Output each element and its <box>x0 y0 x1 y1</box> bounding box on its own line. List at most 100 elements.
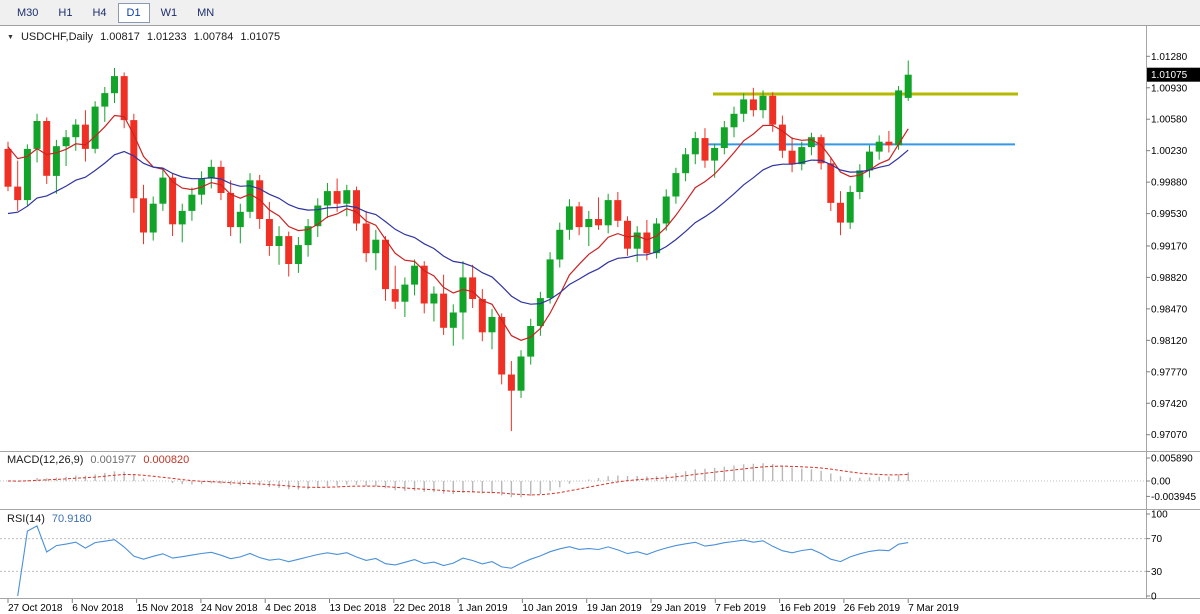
rsi-tick-label: 0 <box>1151 592 1157 603</box>
candle-body <box>323 191 331 206</box>
rsi-tick-label: 30 <box>1151 567 1163 578</box>
candle-body <box>517 356 525 391</box>
candle-body <box>120 76 128 121</box>
price-tick-label: 0.97070 <box>1151 430 1188 441</box>
candle-body <box>372 239 380 254</box>
candle-body <box>585 219 593 228</box>
candle-body <box>846 192 854 223</box>
timeframe-button-w1[interactable]: W1 <box>160 6 178 19</box>
price-tick-label: 1.00580 <box>1151 115 1188 126</box>
candle-body <box>856 170 864 192</box>
time-axis-label: 26 Feb 2019 <box>844 603 901 614</box>
rsi-value: 70.9180 <box>51 513 92 525</box>
rsi-line <box>17 525 909 597</box>
time-axis-label: 7 Mar 2019 <box>908 603 959 614</box>
price-tick-label: 0.97420 <box>1151 399 1188 410</box>
ohlc-high: 1.01233 <box>146 31 187 43</box>
candle-body <box>730 113 738 128</box>
candle-body <box>43 121 51 176</box>
candle-body <box>459 277 467 313</box>
candle-body <box>62 137 70 147</box>
candle-body <box>885 141 893 146</box>
time-axis-label: 4 Dec 2018 <box>265 603 317 614</box>
candle-body <box>72 124 80 138</box>
rsi-label: RSI(14) <box>7 513 45 525</box>
candle-body <box>904 74 912 98</box>
candle-body <box>149 203 157 233</box>
candle-body <box>227 192 235 228</box>
candle-body <box>159 177 167 204</box>
price-axis[interactable] <box>1147 26 1200 598</box>
candle-body <box>527 326 535 357</box>
macd-label: MACD(12,26,9) <box>7 454 84 466</box>
candle-body <box>391 289 399 302</box>
candle-body <box>837 202 844 223</box>
candle-body <box>33 121 41 149</box>
ohlc-open: 1.00817 <box>100 31 140 43</box>
candle-body <box>285 236 293 264</box>
candle-body <box>624 220 631 249</box>
candle-body <box>4 148 12 187</box>
price-tick-label: 0.99530 <box>1151 209 1188 220</box>
candle-body <box>595 219 602 226</box>
candle-body <box>294 245 302 264</box>
candle-body <box>304 226 312 246</box>
timeframe-button-m30[interactable]: M30 <box>17 6 39 19</box>
candle-body <box>778 124 786 151</box>
candle-body <box>643 232 651 254</box>
rsi-indicator-header: RSI(14) 70.9180 <box>7 513 92 525</box>
ma-slow-line <box>7 149 909 305</box>
candle-body <box>333 191 341 204</box>
candle-body <box>691 138 699 155</box>
chart-menu-icon[interactable]: ▼ <box>7 33 14 41</box>
candle-body <box>759 95 767 111</box>
time-axis[interactable] <box>0 599 1146 614</box>
time-axis-label: 22 Dec 2018 <box>394 603 451 614</box>
time-axis-label: 27 Oct 2018 <box>8 603 63 614</box>
candle-body <box>362 223 370 254</box>
timeframe-button-mn[interactable]: MN <box>197 6 215 19</box>
rsi-tick-label: 100 <box>1151 510 1168 521</box>
price-tick-label: 0.98470 <box>1151 304 1188 315</box>
candle-body <box>14 186 22 201</box>
candle-body <box>740 99 748 114</box>
time-axis-label: 6 Nov 2018 <box>72 603 124 614</box>
candle-body <box>807 137 815 148</box>
timeframe-button-h4[interactable]: H4 <box>92 6 107 19</box>
candle-body <box>111 76 118 94</box>
timeframe-button-h1[interactable]: H1 <box>58 6 73 19</box>
candle-body <box>875 141 883 152</box>
candle-body <box>430 293 438 304</box>
timeframe-toolbar: M30 H1 H4 D1 W1 MN <box>0 0 1200 26</box>
candle-body <box>217 166 225 193</box>
candle-body <box>382 239 389 290</box>
candle-body <box>827 163 835 203</box>
timeframe-button-d1[interactable]: D1 <box>117 2 150 23</box>
time-axis-label: 16 Feb 2019 <box>780 603 837 614</box>
ohlc-low: 1.00784 <box>193 31 234 43</box>
macd-tick-label: 0.005890 <box>1151 454 1193 465</box>
candle-body <box>720 127 728 148</box>
candle-body <box>895 90 903 146</box>
price-tick-label: 0.97770 <box>1151 367 1188 378</box>
price-tick-label: 0.98120 <box>1151 336 1188 347</box>
candle-body <box>556 229 564 260</box>
time-axis-label: 10 Jan 2019 <box>522 603 577 614</box>
candle-body <box>130 120 138 199</box>
price-tick-label: 1.00930 <box>1151 83 1188 94</box>
macd-tick-label: -0.003945 <box>1151 492 1196 503</box>
macd-signal-value: 0.000820 <box>143 454 190 466</box>
candle-body <box>140 198 147 233</box>
candle-body <box>575 206 583 228</box>
candle-body <box>565 206 573 230</box>
time-axis-label: 15 Nov 2018 <box>137 603 194 614</box>
macd-signal-line <box>7 465 909 496</box>
time-axis-label: 19 Jan 2019 <box>587 603 642 614</box>
price-tick-label: 0.98820 <box>1151 273 1188 284</box>
candle-body <box>207 166 215 179</box>
candle-body <box>662 196 670 224</box>
candle-body <box>604 200 612 226</box>
ohlc-close: 1.01075 <box>240 31 281 43</box>
